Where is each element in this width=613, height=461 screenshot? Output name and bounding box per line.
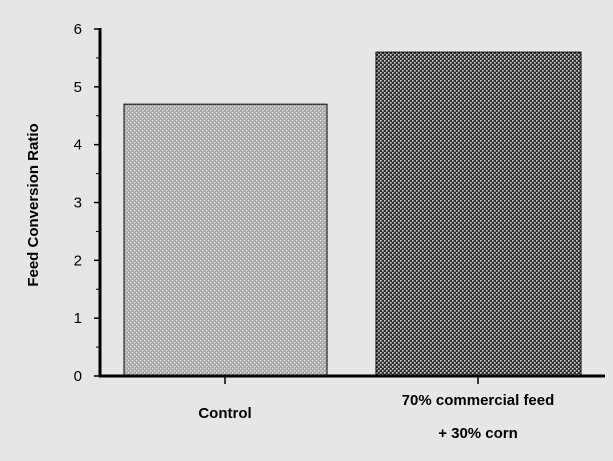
- bar-control: [123, 103, 328, 377]
- x-category-label: + 30% corn: [438, 425, 518, 442]
- x-labels-group: Control 70% commercial feed + 30% corn: [198, 392, 554, 442]
- y-axis-title: Feed Conversion Ratio: [25, 123, 42, 286]
- x-category-label: 70% commercial feed: [402, 392, 555, 409]
- x-category-label: Control: [198, 405, 251, 422]
- y-tick-label: 0: [74, 368, 82, 385]
- y-ticks-group: 0 1 2 3 4 5 6: [74, 21, 100, 385]
- y-tick-label: 3: [74, 195, 82, 212]
- y-tick-label: 2: [74, 252, 82, 269]
- y-tick-label: 1: [74, 310, 82, 327]
- bar-commercial-corn: [375, 51, 582, 377]
- y-tick-label: 5: [74, 79, 82, 96]
- bars-group: [123, 51, 582, 377]
- y-tick-label: 6: [74, 21, 82, 38]
- y-tick-label: 4: [74, 137, 82, 154]
